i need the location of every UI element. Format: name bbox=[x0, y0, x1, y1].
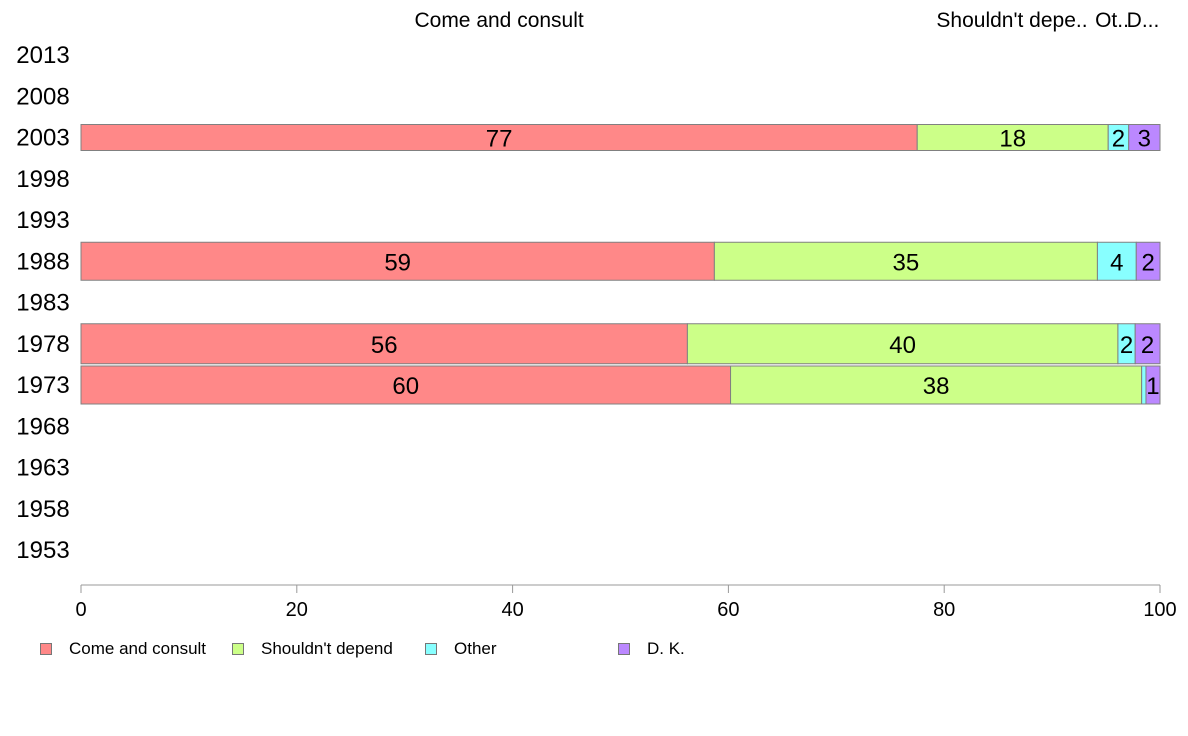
data-label-2003-3: 3 bbox=[1138, 126, 1151, 153]
data-label-1978-3: 2 bbox=[1141, 332, 1154, 359]
year-label-2008: 2008 bbox=[16, 83, 69, 110]
legend-swatch-dk bbox=[618, 643, 630, 655]
legend-swatch-other bbox=[425, 643, 437, 655]
x-tick-label-60: 60 bbox=[717, 599, 739, 621]
data-label-1978-2: 2 bbox=[1120, 332, 1133, 359]
data-label-1988-0: 59 bbox=[384, 249, 411, 276]
top-label-2: Ot.. bbox=[1095, 9, 1129, 32]
legend-item-dk: D. K. bbox=[618, 638, 685, 660]
year-label-1993: 1993 bbox=[16, 207, 69, 234]
x-tick-label-40: 40 bbox=[501, 599, 523, 621]
year-label-1953: 1953 bbox=[16, 537, 69, 564]
data-label-1973-3: 1 bbox=[1146, 373, 1159, 400]
bar-segment-1988-2 bbox=[1096, 241, 1137, 281]
year-label-1973: 1973 bbox=[16, 372, 69, 399]
bar-segment-2003-3 bbox=[1128, 124, 1161, 151]
data-label-1988-1: 35 bbox=[893, 249, 920, 276]
year-label-2013: 2013 bbox=[16, 42, 69, 69]
bar-segment-1988-1 bbox=[713, 241, 1098, 281]
legend-label-come-and-consult: Come and consult bbox=[69, 639, 207, 658]
year-label-1978: 1978 bbox=[16, 331, 69, 358]
data-label-1973-1: 38 bbox=[923, 373, 950, 400]
bar-segment-1973-3 bbox=[1145, 365, 1161, 405]
legend-label-other: Other bbox=[454, 639, 497, 658]
x-tick-label-80: 80 bbox=[933, 599, 955, 621]
bar-segment-1978-3 bbox=[1134, 323, 1161, 365]
legend-label-shouldnt-depend: Shouldn't depend bbox=[261, 639, 393, 658]
bar-segment-1988-0 bbox=[80, 241, 715, 281]
x-tick-label-20: 20 bbox=[286, 599, 308, 621]
legend-item-come-and-consult: Come and consult bbox=[40, 638, 206, 660]
legend-label-dk: D. K. bbox=[647, 639, 685, 658]
data-label-2003-2: 2 bbox=[1112, 126, 1125, 153]
legend: Come and consult Shouldn't depend Other … bbox=[40, 638, 740, 660]
bar-segment-1973-0 bbox=[80, 365, 732, 405]
data-label-1988-3: 2 bbox=[1141, 249, 1154, 276]
bar-segment-1973-1 bbox=[730, 365, 1143, 405]
legend-item-other: Other bbox=[425, 638, 497, 660]
bar-segment-2003-0 bbox=[80, 124, 918, 151]
year-label-1983: 1983 bbox=[16, 290, 69, 317]
x-tick-label-0: 0 bbox=[75, 599, 86, 621]
top-label-3: D... bbox=[1127, 9, 1160, 32]
data-label-1988-2: 4 bbox=[1110, 249, 1123, 276]
bar-segment-1978-0 bbox=[80, 323, 688, 365]
data-label-2003-1: 18 bbox=[999, 126, 1026, 153]
legend-swatch-come-and-consult bbox=[40, 643, 52, 655]
bar-segment-2003-1 bbox=[916, 124, 1109, 151]
data-label-1978-0: 56 bbox=[371, 332, 398, 359]
top-label-1: Shouldn't depe.. bbox=[936, 9, 1087, 32]
top-label-0: Come and consult bbox=[414, 9, 583, 32]
data-label-1973-0: 60 bbox=[392, 373, 419, 400]
x-tick-label-100: 100 bbox=[1143, 599, 1176, 621]
year-label-1998: 1998 bbox=[16, 166, 69, 193]
year-label-1963: 1963 bbox=[16, 455, 69, 482]
data-label-2003-0: 77 bbox=[486, 126, 513, 153]
legend-item-shouldnt-depend: Shouldn't depend bbox=[232, 638, 393, 660]
bar-segment-1978-1 bbox=[686, 323, 1119, 365]
year-label-1968: 1968 bbox=[16, 413, 69, 440]
year-label-1958: 1958 bbox=[16, 496, 69, 523]
bar-segment-1988-3 bbox=[1135, 241, 1161, 281]
year-label-1988: 1988 bbox=[16, 248, 69, 275]
legend-swatch-shouldnt-depend bbox=[232, 643, 244, 655]
data-label-1978-1: 40 bbox=[889, 332, 916, 359]
year-label-2003: 2003 bbox=[16, 125, 69, 152]
